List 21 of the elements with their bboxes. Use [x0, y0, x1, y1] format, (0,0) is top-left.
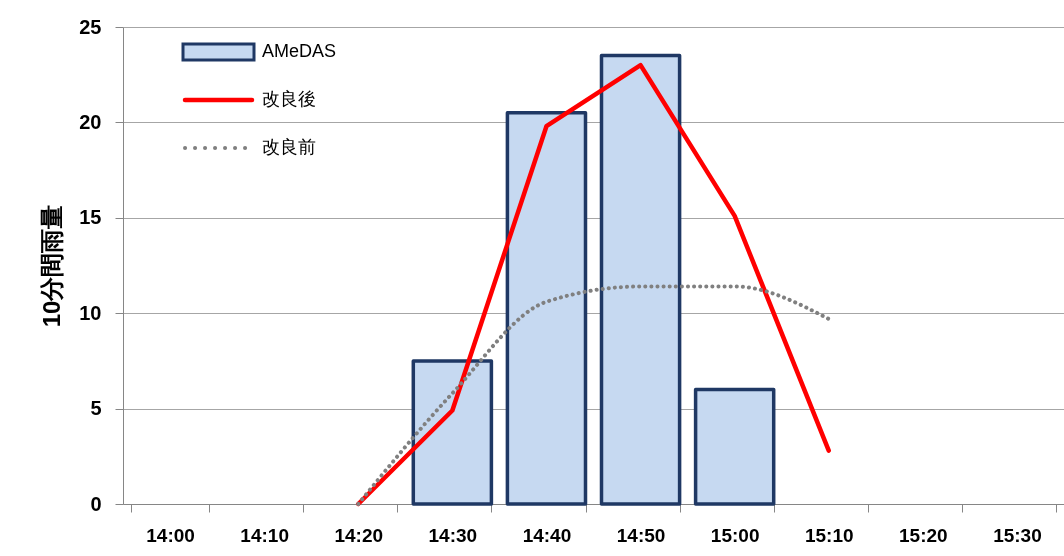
y-tick-label: 10: [79, 301, 102, 324]
x-tick-label: 14:50: [616, 524, 666, 546]
y-tick-label: 5: [90, 397, 102, 420]
legend-label: 改良後: [262, 89, 316, 109]
x-tick-label: 14:20: [334, 524, 384, 546]
x-tick-label: 14:10: [240, 524, 289, 546]
x-tick-label: 14:40: [522, 524, 572, 546]
line-series: [356, 62, 831, 507]
y-tick-label: 20: [79, 110, 102, 133]
legend-label: 改良前: [262, 137, 316, 157]
y-tick-label: 25: [79, 15, 102, 38]
x-tick-label: 15:20: [899, 524, 948, 546]
y-tick-label: 0: [90, 492, 102, 515]
x-tick-label: 15:30: [993, 524, 1042, 546]
x-tick-label: 14:30: [428, 524, 478, 546]
y-axis-title: 10分間雨量: [38, 204, 66, 328]
x-tick-label: 14:00: [146, 524, 195, 546]
x-tick-label: 15:00: [710, 524, 760, 546]
y-tick-label: 15: [79, 206, 102, 229]
legend-label: AMeDAS: [262, 41, 337, 61]
x-tick-label: 15:10: [804, 524, 854, 546]
